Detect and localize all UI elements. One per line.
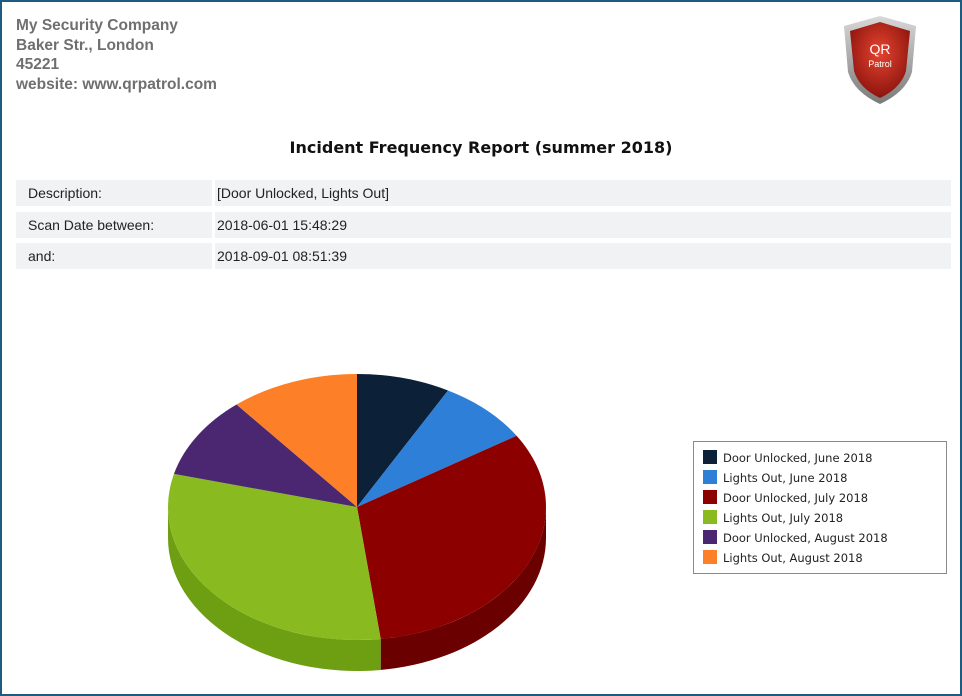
- logo-text-patrol: Patrol: [868, 59, 892, 69]
- pie-slice-side: [380, 507, 546, 670]
- info-row-scan-date-end: and: 2018-09-01 08:51:39: [16, 243, 951, 269]
- legend-swatch: [703, 530, 717, 544]
- legend-swatch: [703, 470, 717, 484]
- legend-label: Lights Out, July 2018: [723, 511, 844, 525]
- legend-label: Lights Out, June 2018: [723, 471, 848, 485]
- pie-slice-side: [168, 507, 381, 671]
- legend-swatch: [703, 450, 717, 464]
- legend-label: Door Unlocked, June 2018: [723, 451, 873, 465]
- info-label: Scan Date between:: [16, 212, 212, 238]
- info-value: 2018-06-01 15:48:29: [215, 212, 951, 238]
- info-label: and:: [16, 243, 212, 269]
- info-row-scan-date-start: Scan Date between: 2018-06-01 15:48:29: [16, 212, 951, 238]
- info-value: [Door Unlocked, Lights Out]: [215, 180, 951, 206]
- pie-slice: [168, 473, 381, 640]
- legend-label: Lights Out, August 2018: [723, 551, 863, 565]
- legend-label: Door Unlocked, August 2018: [723, 531, 888, 545]
- report-title: Incident Frequency Report (summer 2018): [289, 138, 673, 157]
- pie-slice: [236, 374, 357, 507]
- legend-swatch: [703, 510, 717, 524]
- company-name: My Security Company: [16, 17, 178, 34]
- qr-patrol-logo: QR Patrol: [844, 16, 916, 104]
- chart-legend: Door Unlocked, June 2018 Lights Out, June…: [693, 441, 947, 574]
- legend-item: Door Unlocked, August 2018: [694, 528, 946, 548]
- legend-item: Door Unlocked, June 2018: [694, 448, 946, 468]
- legend-item: Lights Out, June 2018: [694, 468, 946, 488]
- pie-slice: [357, 374, 449, 507]
- legend-label: Door Unlocked, July 2018: [723, 491, 869, 505]
- company-website: website: www.qrpatrol.com: [16, 75, 217, 93]
- legend-swatch: [703, 490, 717, 504]
- company-street: Baker Str., London: [16, 36, 154, 54]
- pie-slice: [173, 404, 357, 507]
- legend-item: Lights Out, August 2018: [694, 548, 946, 568]
- legend-item: Door Unlocked, July 2018: [694, 488, 946, 508]
- logo-text-qr: QR: [870, 41, 891, 57]
- company-zip: 45221: [16, 56, 60, 73]
- legend-swatch: [703, 550, 717, 564]
- incident-pie-chart: [168, 374, 546, 671]
- info-row-description: Description: [Door Unlocked, Lights Out]: [16, 180, 951, 206]
- company-header: My Security Company Baker Str., London 4…: [16, 16, 217, 94]
- pie-slice: [357, 435, 546, 639]
- info-label: Description:: [16, 180, 212, 206]
- pie-slice: [357, 390, 517, 507]
- info-value: 2018-09-01 08:51:39: [215, 243, 951, 269]
- legend-item: Lights Out, July 2018: [694, 508, 946, 528]
